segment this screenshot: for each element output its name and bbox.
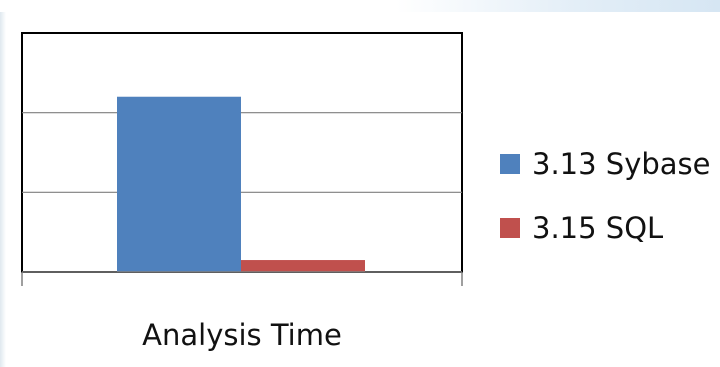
- legend-label-sql: 3.15 SQL: [532, 211, 664, 245]
- window-top-gradient: [0, 0, 720, 12]
- bar-sql: [241, 260, 365, 272]
- bars: [117, 96, 365, 272]
- legend-item-sybase: 3.13 Sybase: [500, 146, 711, 182]
- gridlines: [22, 112, 462, 193]
- bar-sybase: [117, 96, 241, 272]
- legend-label-sybase: 3.13 Sybase: [532, 147, 711, 181]
- x-category-label: Analysis Time: [142, 318, 342, 352]
- plot-area-frame: [21, 32, 463, 273]
- legend-item-sql: 3.15 SQL: [500, 210, 711, 246]
- legend-swatch-sybase: [500, 154, 520, 174]
- window-left-edge: [0, 12, 6, 367]
- legend-swatch-sql: [500, 218, 520, 238]
- legend: 3.13 Sybase 3.15 SQL: [500, 146, 711, 274]
